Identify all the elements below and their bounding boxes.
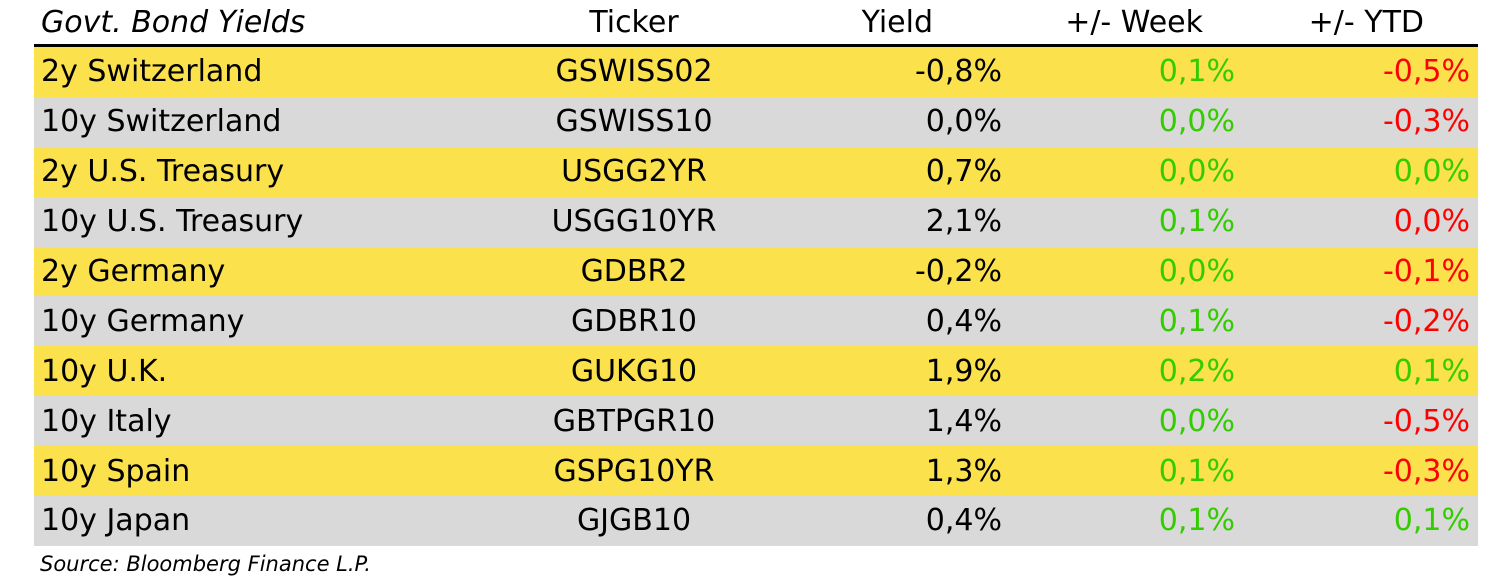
ticker: USGG10YR <box>551 204 717 240</box>
table-row: 2y U.S. Treasury USGG2YR 0,7% 0,0% 0,0% <box>34 146 1478 197</box>
table-body: 2y Switzerland GSWISS02 -0,8% 0,1% -0,5% 10y … <box>34 47 1478 546</box>
yield-value: 2,1% <box>925 204 1002 240</box>
bond-name: 10y U.K. <box>41 353 168 389</box>
ytd-change: -0,5% <box>1382 403 1470 439</box>
bond-name: 10y Germany <box>41 303 245 339</box>
ticker: GBTPGR10 <box>552 403 716 439</box>
table-header: Govt. Bond Yields Ticker Yield +/- Week … <box>34 0 1478 47</box>
yield-value: -0,8% <box>914 54 1002 90</box>
yield-value: 0,4% <box>925 503 1002 539</box>
bond-name: 2y Germany <box>41 254 226 289</box>
table-row: 2y Switzerland GSWISS02 -0,8% 0,1% -0,5% <box>34 47 1478 97</box>
table-row: 10y U.K. GUKG10 1,9% 0,2% 0,1% <box>34 346 1478 397</box>
bond-name: 10y Italy <box>41 403 172 439</box>
ytd-change: -0,5% <box>1382 54 1470 90</box>
week-change: 0,0% <box>1158 104 1235 140</box>
header-ticker: Ticker <box>589 4 679 40</box>
bond-name: 10y Switzerland <box>41 104 282 140</box>
ticker: GSWISS02 <box>555 54 713 90</box>
ticker: GSWISS10 <box>555 104 713 140</box>
week-change: 0,1% <box>1158 503 1235 539</box>
header-ytd: +/- YTD <box>1308 4 1424 40</box>
ytd-change: -0,3% <box>1382 104 1470 140</box>
bond-name: 10y Spain <box>41 453 191 489</box>
yield-value: 1,9% <box>925 353 1002 389</box>
ytd-change: -0,2% <box>1382 303 1470 339</box>
yield-value: 1,4% <box>925 403 1002 439</box>
bond-name: 2y U.S. Treasury <box>41 154 285 190</box>
table-row: 10y U.S. Treasury USGG10YR 2,1% 0,1% 0,0% <box>34 196 1478 247</box>
header-name: Govt. Bond Yields <box>41 4 306 40</box>
table-row: 10y Japan GJGB10 0,4% 0,1% 0,1% <box>34 496 1478 546</box>
table-row: 10y Switzerland GSWISS10 0,0% 0,0% -0,3% <box>34 96 1478 147</box>
ytd-change: 0,0% <box>1393 154 1470 190</box>
header-week: +/- Week <box>1065 4 1203 40</box>
week-change: 0,0% <box>1158 154 1235 190</box>
week-change: 0,1% <box>1158 303 1235 339</box>
bond-name: 10y U.S. Treasury <box>41 204 304 240</box>
header-yield: Yield <box>861 4 933 40</box>
bond-name: 2y Switzerland <box>41 54 263 90</box>
yield-value: -0,2% <box>914 254 1002 289</box>
week-change: 0,1% <box>1158 204 1235 240</box>
bond-name: 10y Japan <box>41 503 191 539</box>
ytd-change: 0,1% <box>1393 353 1470 389</box>
table-row: 10y Spain GSPG10YR 1,3% 0,1% -0,3% <box>34 446 1478 497</box>
ytd-change: 0,0% <box>1393 204 1470 240</box>
yield-value: 0,7% <box>925 154 1002 190</box>
ticker: GSPG10YR <box>553 453 715 489</box>
ticker: USGG2YR <box>561 154 707 190</box>
ytd-change: -0,1% <box>1382 254 1470 289</box>
ytd-change: -0,3% <box>1382 453 1470 489</box>
week-change: 0,1% <box>1158 54 1235 90</box>
week-change: 0,0% <box>1158 254 1235 289</box>
bond-yields-table: Govt. Bond Yields Ticker Yield +/- Week … <box>34 0 1478 546</box>
table-row: 2y Germany GDBR2 -0,2% 0,0% -0,1% <box>34 246 1478 297</box>
ticker: GDBR10 <box>571 303 697 339</box>
ticker: GUKG10 <box>570 353 698 389</box>
table-row: 10y Germany GDBR10 0,4% 0,1% -0,2% <box>34 296 1478 347</box>
yield-value: 0,0% <box>925 104 1002 140</box>
yield-value: 1,3% <box>925 453 1002 489</box>
week-change: 0,0% <box>1158 403 1235 439</box>
ticker: GDBR2 <box>580 254 688 289</box>
week-change: 0,1% <box>1158 453 1235 489</box>
yield-value: 0,4% <box>925 303 1002 339</box>
ticker: GJGB10 <box>576 503 692 539</box>
week-change: 0,2% <box>1158 353 1235 389</box>
ytd-change: 0,1% <box>1393 503 1470 539</box>
table-row: 10y Italy GBTPGR10 1,4% 0,0% -0,5% <box>34 396 1478 447</box>
source-note: Source: Bloomberg Finance L.P. <box>40 552 371 576</box>
